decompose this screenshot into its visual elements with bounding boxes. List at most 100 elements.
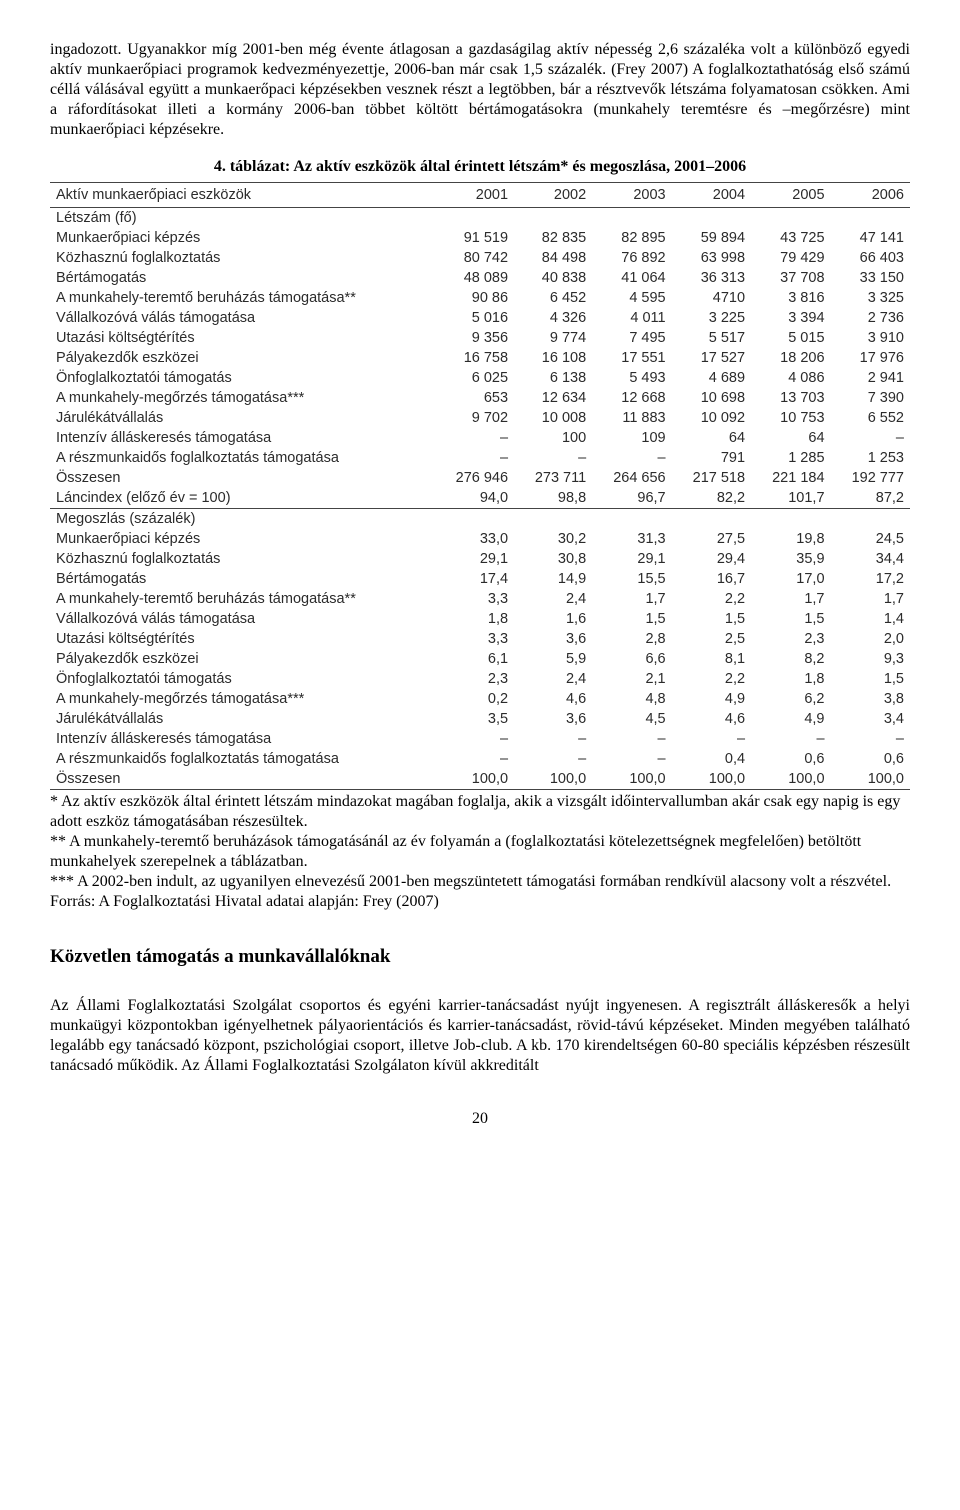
table-row: A munkahely-teremtő beruházás támogatása… [50, 589, 910, 609]
table-cell: 90 86 [435, 288, 514, 308]
table-cell: 10 698 [672, 388, 751, 408]
table-cell: 12 634 [514, 388, 592, 408]
table-cell: 16,7 [672, 569, 751, 589]
section-heading: Közvetlen támogatás a munkavállalóknak [50, 946, 910, 968]
table-cell [672, 509, 751, 530]
table-row: Munkaerőpiaci képzés33,030,231,327,519,8… [50, 529, 910, 549]
table-cell: 30,8 [514, 549, 592, 569]
table-caption: 4. táblázat: Az aktív eszközök által éri… [50, 158, 910, 176]
table-cell: 6,2 [751, 689, 830, 709]
table-cell: 6 452 [514, 288, 592, 308]
table-cell: 653 [435, 388, 514, 408]
table-cell: 1 253 [831, 448, 910, 468]
table-cell: 17,4 [435, 569, 514, 589]
table-cell: 66 403 [831, 248, 910, 268]
table-cell: 100,0 [672, 769, 751, 790]
table-cell: 0,4 [672, 749, 751, 769]
table-cell: 82,2 [672, 488, 751, 509]
col-header: 2001 [435, 183, 514, 208]
table-cell: – [592, 448, 671, 468]
body-paragraph: Az Állami Foglalkoztatási Szolgálat csop… [50, 996, 910, 1076]
table-cell: Önfoglalkoztatói támogatás [50, 669, 435, 689]
table-cell: 37 708 [751, 268, 830, 288]
table-cell: – [435, 729, 514, 749]
table-cell: 1,5 [751, 609, 830, 629]
table-cell: 41 064 [592, 268, 671, 288]
table-cell: Közhasznú foglalkoztatás [50, 549, 435, 569]
page-number: 20 [50, 1110, 910, 1128]
table-cell: 5,9 [514, 649, 592, 669]
table-row: Összesen100,0100,0100,0100,0100,0100,0 [50, 769, 910, 790]
table-cell: 7 495 [592, 328, 671, 348]
table-cell: 791 [672, 448, 751, 468]
table-cell: Munkaerőpiaci képzés [50, 529, 435, 549]
table-row: Járulékátvállalás9 70210 00811 88310 092… [50, 408, 910, 428]
table-cell: – [514, 749, 592, 769]
table-cell: Utazási költségtérítés [50, 328, 435, 348]
table-cell: Megoszlás (százalék) [50, 509, 435, 530]
table-cell [592, 208, 671, 229]
table-cell: 1,7 [831, 589, 910, 609]
table-cell: 2,0 [831, 629, 910, 649]
table-cell: 10 008 [514, 408, 592, 428]
table-cell: 100,0 [435, 769, 514, 790]
table-cell: 217 518 [672, 468, 751, 488]
table-cell: A részmunkaidős foglalkoztatás támogatás… [50, 749, 435, 769]
table-cell: 3,3 [435, 589, 514, 609]
footnote: * Az aktív eszközök által érintett létsz… [50, 792, 910, 832]
table-cell: 4,8 [592, 689, 671, 709]
table-cell: 64 [751, 428, 830, 448]
table-cell: 35,9 [751, 549, 830, 569]
table-cell: – [435, 749, 514, 769]
table-cell: 4710 [672, 288, 751, 308]
table-cell [514, 208, 592, 229]
table-cell: 100,0 [831, 769, 910, 790]
table-cell: 0,6 [831, 749, 910, 769]
table-row: Pályakezdők eszközei6,15,96,68,18,29,3 [50, 649, 910, 669]
table-row: Intenzív álláskeresés támogatása–––––– [50, 729, 910, 749]
table-row: A munkahely-megőrzés támogatása***0,24,6… [50, 689, 910, 709]
table-cell: 18 206 [751, 348, 830, 368]
table-cell: 4 326 [514, 308, 592, 328]
table-cell [751, 208, 830, 229]
table-cell: – [831, 729, 910, 749]
table-row: A részmunkaidős foglalkoztatás támogatás… [50, 448, 910, 468]
table-cell: Járulékátvállalás [50, 408, 435, 428]
table-cell: 2,1 [592, 669, 671, 689]
table-cell: Intenzív álláskeresés támogatása [50, 729, 435, 749]
table-cell: 10 092 [672, 408, 751, 428]
table-cell: 33,0 [435, 529, 514, 549]
table-cell: 3 325 [831, 288, 910, 308]
table-cell: 82 895 [592, 228, 671, 248]
table-cell: Bértámogatás [50, 268, 435, 288]
table-cell: 17,2 [831, 569, 910, 589]
table-cell: 1,5 [592, 609, 671, 629]
table-cell: 43 725 [751, 228, 830, 248]
table-cell [592, 509, 671, 530]
table-cell: Vállalkozóvá válás támogatása [50, 609, 435, 629]
intro-paragraph: ingadozott. Ugyanakkor míg 2001-ben még … [50, 40, 910, 140]
table-cell: 3 225 [672, 308, 751, 328]
table-cell: 64 [672, 428, 751, 448]
table-cell: 4,9 [672, 689, 751, 709]
table-cell [831, 208, 910, 229]
table-cell: Pályakezdők eszközei [50, 348, 435, 368]
table-cell: 1,8 [751, 669, 830, 689]
table-cell: 0,6 [751, 749, 830, 769]
table-cell: 27,5 [672, 529, 751, 549]
table-cell: 6 552 [831, 408, 910, 428]
table-cell: Összesen [50, 769, 435, 790]
table-row: A munkahely-megőrzés támogatása***65312 … [50, 388, 910, 408]
table-cell: 192 777 [831, 468, 910, 488]
table-cell: 4,5 [592, 709, 671, 729]
table-cell: 9 774 [514, 328, 592, 348]
table-cell: 101,7 [751, 488, 830, 509]
table-row: Közhasznú foglalkoztatás80 74284 49876 8… [50, 248, 910, 268]
table-cell: Összesen [50, 468, 435, 488]
table-row: Járulékátvállalás3,53,64,54,64,93,4 [50, 709, 910, 729]
table-cell: 13 703 [751, 388, 830, 408]
table-cell: 9 356 [435, 328, 514, 348]
table-cell: 94,0 [435, 488, 514, 509]
table-row: Vállalkozóvá válás támogatása5 0164 3264… [50, 308, 910, 328]
table-cell: 4 011 [592, 308, 671, 328]
